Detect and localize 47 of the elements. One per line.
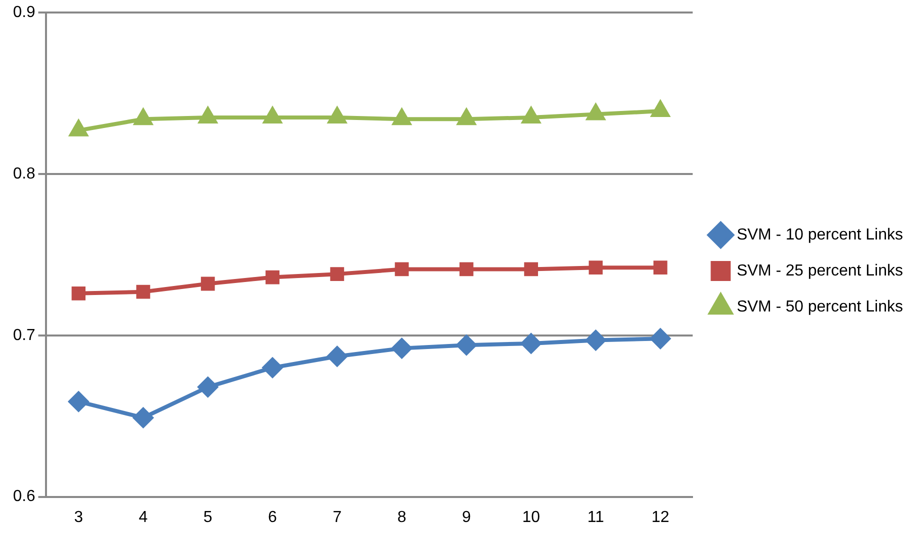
point bbox=[327, 346, 348, 366]
point bbox=[650, 328, 670, 349]
x-tick-label: 5 bbox=[203, 508, 212, 526]
point bbox=[133, 408, 154, 428]
x-tick-label: 12 bbox=[651, 508, 670, 526]
point bbox=[586, 104, 605, 120]
point bbox=[522, 108, 540, 124]
point bbox=[521, 333, 542, 354]
point bbox=[266, 270, 280, 284]
x-tick-label: 9 bbox=[462, 508, 471, 526]
x-tick-label: 7 bbox=[332, 508, 342, 526]
y-tick-label: 0.6 bbox=[12, 488, 36, 506]
point bbox=[68, 392, 89, 412]
point bbox=[200, 276, 215, 291]
x-tick-label: 11 bbox=[587, 508, 604, 526]
x-tick-label: 4 bbox=[138, 508, 148, 526]
point bbox=[392, 109, 411, 126]
point bbox=[136, 284, 150, 299]
point bbox=[459, 262, 474, 276]
point bbox=[392, 338, 412, 358]
point bbox=[198, 377, 218, 398]
point bbox=[456, 335, 476, 356]
point bbox=[586, 330, 606, 350]
point bbox=[524, 262, 538, 276]
point bbox=[588, 260, 603, 275]
point bbox=[72, 286, 86, 300]
x-tick-label: 8 bbox=[397, 508, 406, 526]
point bbox=[264, 108, 282, 124]
point bbox=[394, 262, 409, 276]
y-tick-label: 0.9 bbox=[12, 4, 36, 22]
point bbox=[70, 120, 88, 136]
x-tick-label: 3 bbox=[74, 508, 84, 526]
point bbox=[330, 267, 344, 282]
x-tick-label: 6 bbox=[268, 508, 278, 526]
point bbox=[651, 101, 670, 118]
point bbox=[134, 109, 152, 126]
point bbox=[653, 260, 668, 275]
x-tick-label: 10 bbox=[522, 508, 540, 526]
legend-label: SVM - 25 percent Links bbox=[736, 262, 903, 280]
point bbox=[198, 108, 217, 124]
legend-label: SVM - 50 percent Links bbox=[736, 298, 903, 316]
point bbox=[458, 109, 476, 126]
y-tick-label: 0.7 bbox=[12, 326, 36, 344]
legend-label: SVM - 10 percent Links bbox=[736, 226, 903, 244]
point bbox=[262, 358, 283, 378]
point bbox=[328, 108, 346, 124]
y-tick-label: 0.8 bbox=[12, 165, 36, 182]
